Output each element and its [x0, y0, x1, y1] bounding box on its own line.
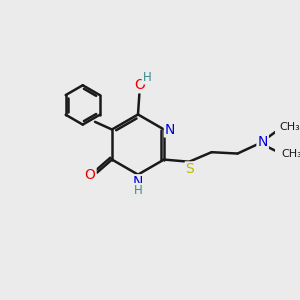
Text: S: S [186, 162, 194, 176]
Text: O: O [85, 168, 95, 182]
Text: N: N [165, 122, 175, 136]
Text: N: N [257, 135, 268, 149]
Text: CH₃: CH₃ [281, 148, 300, 159]
Text: N: N [133, 175, 143, 189]
Text: CH₃: CH₃ [280, 122, 300, 132]
Text: H: H [134, 184, 142, 197]
Text: O: O [134, 78, 145, 92]
Text: H: H [142, 70, 152, 84]
